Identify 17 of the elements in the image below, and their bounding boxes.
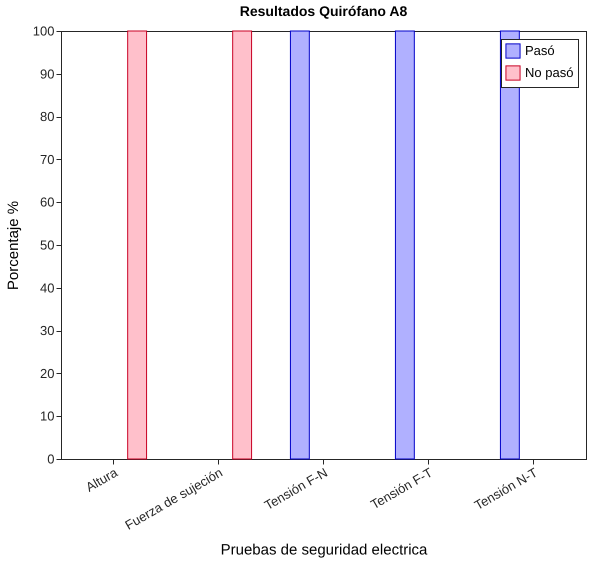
y-tick-label: 30 <box>40 323 54 338</box>
y-tick-label: 80 <box>40 109 54 124</box>
y-tick-label: 40 <box>40 280 54 296</box>
y-tick-label: 0 <box>47 452 54 466</box>
legend-label: Pasó <box>525 43 555 58</box>
legend-label: No pasó <box>525 65 574 80</box>
y-tick-label: 10 <box>40 408 54 424</box>
chart-title: Resultados Quirófano A8 <box>240 3 408 19</box>
y-tick-label: 70 <box>40 152 54 167</box>
x-axis-title: Pruebas de seguridad electrica <box>220 542 428 559</box>
x-tick-label: Altura <box>83 464 121 495</box>
y-tick-label: 20 <box>40 366 54 381</box>
y-tick-label: 100 <box>32 24 54 38</box>
y-tick-label: 60 <box>40 194 54 210</box>
y-tick-label: 90 <box>40 66 54 82</box>
y-axis-title: Porcentaje % <box>4 200 22 290</box>
y-tick-label: 50 <box>40 238 54 252</box>
